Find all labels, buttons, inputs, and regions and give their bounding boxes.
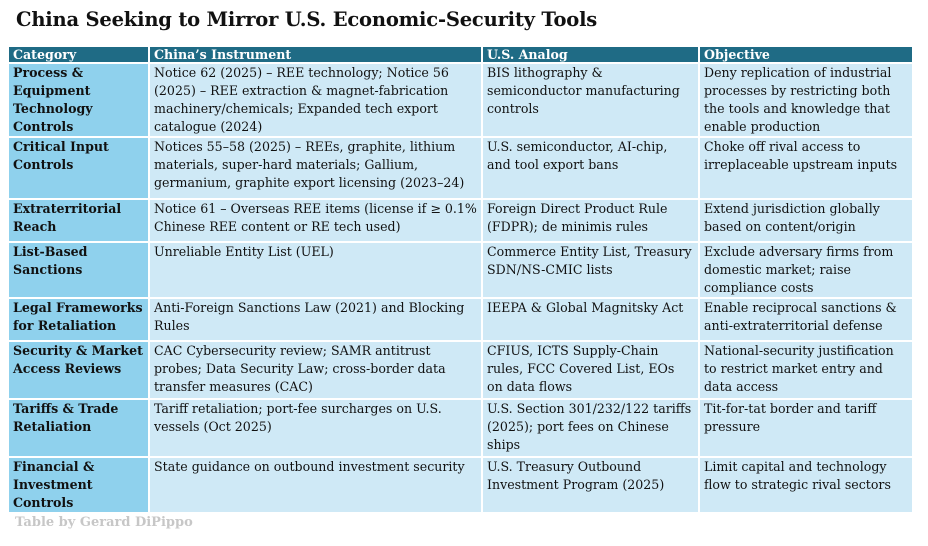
comparison-table: Category China’s Instrument U.S. Analog … xyxy=(7,45,914,514)
china-instrument-cell: CAC Cybersecurity review; SAMR antitrust… xyxy=(150,342,481,398)
objective-cell: Limit capital and technology flow to str… xyxy=(700,458,912,512)
us-analog-cell: U.S. Section 301/232/122 tariffs (2025);… xyxy=(483,400,698,456)
china-instrument-cell: Tariff retaliation; port-fee surcharges … xyxy=(150,400,481,456)
table-row: Security & Market Access Reviews CAC Cyb… xyxy=(9,342,912,398)
objective-cell: Exclude adversary firms from domestic ma… xyxy=(700,243,912,297)
table-row: Legal Frameworks for Retaliation Anti-Fo… xyxy=(9,299,912,340)
objective-cell: National-security justification to restr… xyxy=(700,342,912,398)
us-analog-cell: IEEPA & Global Magnitsky Act xyxy=(483,299,698,340)
us-analog-cell: U.S. Treasury Outbound Investment Progra… xyxy=(483,458,698,512)
us-analog-cell: CFIUS, ICTS Supply-Chain rules, FCC Cove… xyxy=(483,342,698,398)
china-instrument-cell: Unreliable Entity List (UEL) xyxy=(150,243,481,297)
category-cell: List-Based Sanctions xyxy=(9,243,148,297)
header-objective: Objective xyxy=(700,47,912,62)
header-us-analog: U.S. Analog xyxy=(483,47,698,62)
china-instrument-cell: Notices 55–58 (2025) – REEs, graphite, l… xyxy=(150,138,481,198)
table-row: Process & Equipment Technology Controls … xyxy=(9,64,912,136)
category-cell: Process & Equipment Technology Controls xyxy=(9,64,148,136)
category-cell: Financial & Investment Controls xyxy=(9,458,148,512)
category-cell: Legal Frameworks for Retaliation xyxy=(9,299,148,340)
category-cell: Critical Input Controls xyxy=(9,138,148,198)
objective-cell: Tit-for-tat border and tariff pressure xyxy=(700,400,912,456)
table-row: Financial & Investment Controls State gu… xyxy=(9,458,912,512)
category-cell: Tariffs & Trade Retaliation xyxy=(9,400,148,456)
table-row: Tariffs & Trade Retaliation Tariff retal… xyxy=(9,400,912,456)
table-header-row: Category China’s Instrument U.S. Analog … xyxy=(9,47,912,62)
objective-cell: Extend jurisdiction globally based on co… xyxy=(700,200,912,241)
objective-cell: Deny replication of industrial processes… xyxy=(700,64,912,136)
header-category: Category xyxy=(9,47,148,62)
table-row: Extraterritorial Reach Notice 61 – Overs… xyxy=(9,200,912,241)
table-credit: Table by Gerard DiPippo xyxy=(15,515,193,530)
china-instrument-cell: State guidance on outbound investment se… xyxy=(150,458,481,512)
header-china-instrument: China’s Instrument xyxy=(150,47,481,62)
china-instrument-cell: Notice 62 (2025) – REE technology; Notic… xyxy=(150,64,481,136)
us-analog-cell: Foreign Direct Product Rule (FDPR); de m… xyxy=(483,200,698,241)
objective-cell: Choke off rival access to irreplaceable … xyxy=(700,138,912,198)
category-cell: Extraterritorial Reach xyxy=(9,200,148,241)
us-analog-cell: U.S. semiconductor, AI-chip, and tool ex… xyxy=(483,138,698,198)
china-instrument-cell: Anti-Foreign Sanctions Law (2021) and Bl… xyxy=(150,299,481,340)
objective-cell: Enable reciprocal sanctions & anti-extra… xyxy=(700,299,912,340)
category-cell: Security & Market Access Reviews xyxy=(9,342,148,398)
table-row: Critical Input Controls Notices 55–58 (2… xyxy=(9,138,912,198)
china-instrument-cell: Notice 61 – Overseas REE items (license … xyxy=(150,200,481,241)
us-analog-cell: Commerce Entity List, Treasury SDN/NS-CM… xyxy=(483,243,698,297)
table-row: List-Based Sanctions Unreliable Entity L… xyxy=(9,243,912,297)
us-analog-cell: BIS lithography & semiconductor manufact… xyxy=(483,64,698,136)
page-title: China Seeking to Mirror U.S. Economic-Se… xyxy=(16,8,598,31)
